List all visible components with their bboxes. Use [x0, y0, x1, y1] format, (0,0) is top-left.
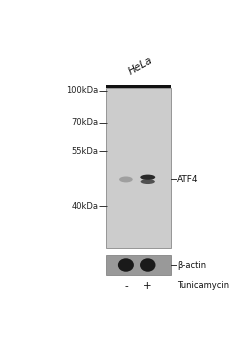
Text: 55kDa: 55kDa: [72, 147, 99, 156]
Text: +: +: [143, 281, 152, 291]
Text: HeLa: HeLa: [127, 55, 154, 77]
Ellipse shape: [119, 176, 133, 182]
Text: β-actin: β-actin: [177, 260, 206, 270]
Ellipse shape: [140, 258, 156, 272]
FancyBboxPatch shape: [106, 255, 172, 275]
Text: Tunicamycin: Tunicamycin: [177, 281, 229, 290]
Ellipse shape: [140, 175, 155, 180]
FancyBboxPatch shape: [106, 85, 172, 88]
FancyBboxPatch shape: [106, 88, 172, 248]
Text: ATF4: ATF4: [177, 175, 198, 184]
Text: -: -: [124, 281, 128, 291]
Ellipse shape: [141, 179, 155, 184]
Text: 40kDa: 40kDa: [72, 202, 99, 211]
Text: 70kDa: 70kDa: [71, 118, 99, 127]
Ellipse shape: [118, 258, 134, 272]
Text: 100kDa: 100kDa: [66, 86, 99, 95]
